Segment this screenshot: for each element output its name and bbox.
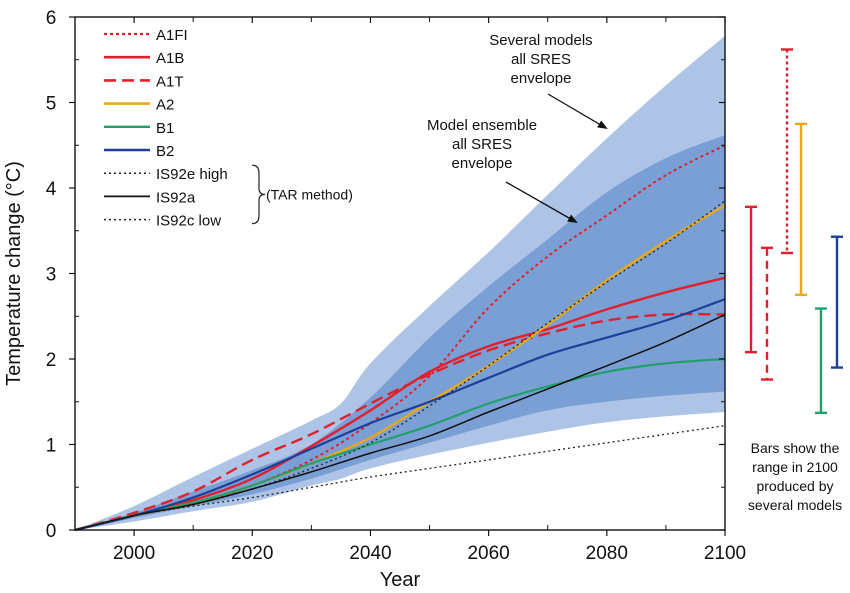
series-layer [74, 144, 726, 532]
x-tick-label: 2000 [113, 543, 155, 564]
series-line-is92a [74, 313, 726, 531]
y-tick-label: 4 [46, 179, 57, 200]
x-tick-label: 2080 [586, 543, 628, 564]
y-tick-label: 0 [46, 521, 57, 542]
range-bars-caption: Bars show the [751, 440, 840, 456]
legend-label: A1T [156, 73, 184, 90]
x-tick-label: 2040 [349, 543, 391, 564]
legend-label: IS92c low [156, 213, 221, 230]
axes-layer: 0 1 2 3 4 5 6 2000 2020 2040 2060 2080 2100 Year Tempe… [3, 8, 746, 591]
legend-label: IS92e high [156, 166, 228, 183]
legend-group-label: (TAR method) [266, 186, 353, 202]
annotation-several-models-text: all SRES [511, 51, 571, 68]
annotation-model-ensemble-arrow [505, 181, 578, 223]
annotation-model-ensemble-text: envelope [452, 155, 513, 172]
legend-label: B1 [156, 120, 174, 137]
x-axis-label: Year [380, 569, 421, 591]
legend: A1FI A1B A1T A2 B1 B2 IS92e high IS92a IS92c low… [104, 27, 353, 230]
y-tick-label: 6 [46, 8, 57, 29]
y-tick-label: 3 [46, 265, 57, 286]
y-axis-label: Temperature change (°C) [3, 161, 25, 386]
y-tick-label: 2 [46, 350, 57, 371]
envelope-layer [75, 35, 725, 531]
annotation-several-models-arrow [547, 93, 608, 130]
y-tick-label: 5 [46, 94, 57, 115]
legend-label: A1FI [156, 27, 188, 44]
legend-label: B2 [156, 143, 174, 160]
legend-label: IS92a [156, 189, 196, 206]
series-line-is92c-low [74, 425, 726, 531]
range-bars-caption: range in 2100 [752, 459, 838, 475]
series-line-a1t [74, 312, 726, 532]
annotation-model-ensemble-text: Model ensemble [427, 117, 537, 134]
x-tick-label: 2100 [704, 543, 746, 564]
range-bars-caption: several models [748, 497, 842, 513]
x-tick-label: 2020 [231, 543, 273, 564]
series-line-b2 [74, 298, 726, 532]
legend-label: A2 [156, 97, 174, 114]
series-line-b1 [74, 357, 726, 532]
annotation-several-models-text: Several models [489, 32, 592, 49]
x-tick-label: 2060 [467, 543, 509, 564]
legend-label: A1B [156, 50, 184, 67]
range-bars: Bars show the range in 2100 produced by sev… [745, 48, 843, 513]
series-line-a1b [74, 276, 726, 532]
legend-brace [251, 164, 266, 225]
annotation-several-models-text: envelope [511, 70, 572, 87]
envelope-model-ensemble [75, 135, 725, 530]
annotation-model-ensemble-text: all SRES [452, 136, 512, 153]
y-tick-label: 1 [46, 436, 57, 457]
range-bars-caption: produced by [756, 478, 833, 494]
annotations: Several models all SRES envelope Model ense… [427, 32, 608, 223]
